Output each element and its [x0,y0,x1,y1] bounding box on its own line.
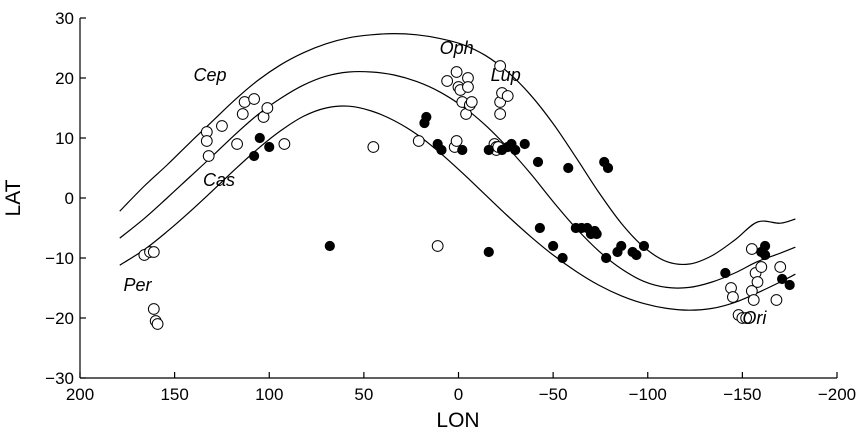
curve-upper [119,32,796,266]
points-layer [138,60,795,330]
y-tick-label: 30 [55,9,74,28]
curve-lower [119,105,796,311]
filled-point [264,141,275,153]
filled-point [436,144,447,156]
open-point [745,243,758,255]
x-tick-label: 150 [160,385,188,404]
filled-point [249,150,260,162]
filled-point [631,249,642,261]
filled-point [534,222,545,234]
filled-point [759,240,771,252]
x-tick-label: 100 [255,385,283,404]
open-point [755,261,768,273]
open-point [261,102,274,114]
open-point [248,93,261,105]
x-tick-label: −50 [539,385,568,404]
open-point [412,135,425,147]
open-point [494,108,507,120]
filled-point [759,249,771,261]
filled-point [784,279,795,291]
x-tick-label: 50 [354,385,373,404]
y-tick-label: −30 [45,369,74,388]
filled-point [519,138,530,150]
open-point [747,294,760,306]
filled-point [616,240,627,252]
y-axis-title: LAT [2,179,25,216]
open-point [151,318,164,330]
x-tick-label: −100 [629,385,667,404]
open-point [231,138,243,150]
filled-point [591,228,602,240]
x-tick-label: −200 [818,385,856,404]
y-tick-label: 20 [55,69,74,88]
filled-point [532,156,544,168]
annotations-layer: Cep Oph Lup Cas Per Ori [124,38,768,328]
open-point [278,138,291,150]
open-point [147,303,160,315]
open-point [450,135,463,147]
filled-point [510,144,521,156]
filled-point [483,246,494,258]
filled-point [601,252,612,264]
open-point [216,120,228,132]
filled-point [457,144,468,156]
filled-point [324,240,335,252]
open-point [441,75,454,87]
open-point [465,96,478,108]
filled-point [563,162,574,174]
region-label-ori: Ori [742,308,767,328]
y-tick-label: 10 [55,129,74,148]
filled-point [602,162,614,174]
filled-point [548,240,559,252]
open-point [494,60,507,72]
ticks-layer: 200 150 100 50 0 −50 −100 −150 −2003020100−10−20… [45,9,856,404]
open-point [774,261,787,273]
x-tick-label: 0 [454,385,463,404]
x-tick-label: 200 [66,385,94,404]
open-point [147,246,160,258]
region-label-cas: Cas [203,170,235,190]
region-label-cep: Cep [194,65,227,85]
region-label-oph: Oph [440,38,474,58]
open-point [740,312,753,324]
filled-point [254,132,265,144]
open-point [450,66,463,78]
open-point [367,141,380,153]
x-axis-title: LON [436,409,479,432]
y-tick-label: −10 [45,249,74,268]
filled-point [557,252,568,264]
open-point [727,291,739,303]
filled-point [720,267,731,279]
open-point [431,240,444,252]
open-point [751,276,764,288]
open-point [202,150,215,162]
filled-point [483,144,494,156]
x-tick-label: −150 [723,385,761,404]
filled-point [421,111,432,123]
region-label-per: Per [124,275,153,295]
filled-point [777,273,788,285]
open-point [462,81,474,93]
y-tick-label: 0 [65,189,74,208]
open-point [501,90,514,102]
open-point [236,108,249,120]
filled-point [638,240,650,252]
y-tick-label: −20 [45,309,74,328]
open-point [200,135,213,147]
open-point [770,294,783,306]
region-label-lup: Lup [491,65,521,85]
